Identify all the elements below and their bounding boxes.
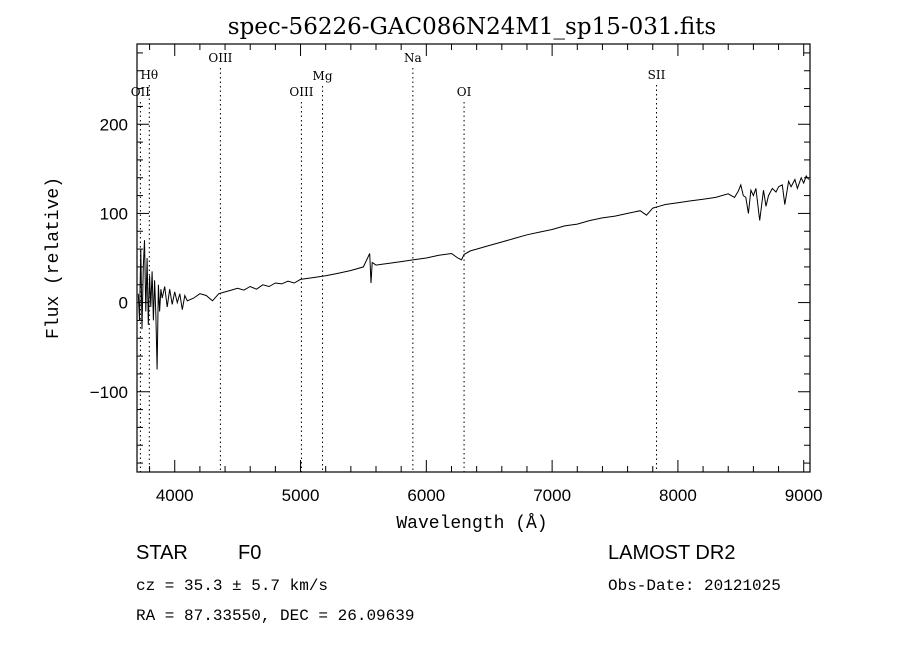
x-tick-label: 5000	[282, 486, 320, 505]
x-tick-label: 6000	[407, 486, 445, 505]
y-tick-label: 0	[119, 294, 128, 313]
x-axis-label: Wavelength (Å)	[396, 513, 547, 534]
axis-ticks: 4000 5000 6000 7000 8000 9000 −100 0 100 200	[90, 44, 823, 505]
y-tick-label: 100	[100, 204, 128, 223]
emission-line-label: Mg	[313, 69, 333, 83]
x-tick-label: 8000	[659, 486, 697, 505]
object-class: STAR	[136, 542, 188, 564]
emission-line-label: SII	[648, 68, 666, 82]
chart-title: spec-56226-GAC086N24M1_sp15-031.fits	[228, 14, 716, 40]
redshift-text: cz = 35.3 ± 5.7 km/s	[136, 577, 328, 595]
emission-line-label: OIII	[289, 85, 313, 99]
emission-line-label: OIII	[208, 51, 232, 65]
y-axis-label: Flux (relative)	[44, 177, 64, 339]
coordinates-text: RA = 87.33550, DEC = 26.09639	[136, 607, 414, 625]
emission-line-label: OII	[131, 85, 151, 99]
y-tick-label: −100	[90, 383, 128, 402]
x-tick-label: 7000	[533, 486, 571, 505]
y-tick-label: 200	[100, 115, 128, 134]
emission-line-label: Hθ	[140, 68, 158, 82]
plot-frame	[136, 43, 811, 473]
spectrum-line	[137, 174, 810, 370]
emission-line-label: Na	[404, 51, 422, 65]
spectrum-series	[137, 174, 810, 370]
obs-date: Obs-Date: 20121025	[608, 577, 781, 595]
survey-name: LAMOST DR2	[608, 542, 735, 564]
x-tick-label: 9000	[785, 486, 823, 505]
x-tick-label: 4000	[156, 486, 194, 505]
object-subclass: F0	[238, 542, 261, 564]
emission-line-label: OI	[457, 85, 472, 99]
